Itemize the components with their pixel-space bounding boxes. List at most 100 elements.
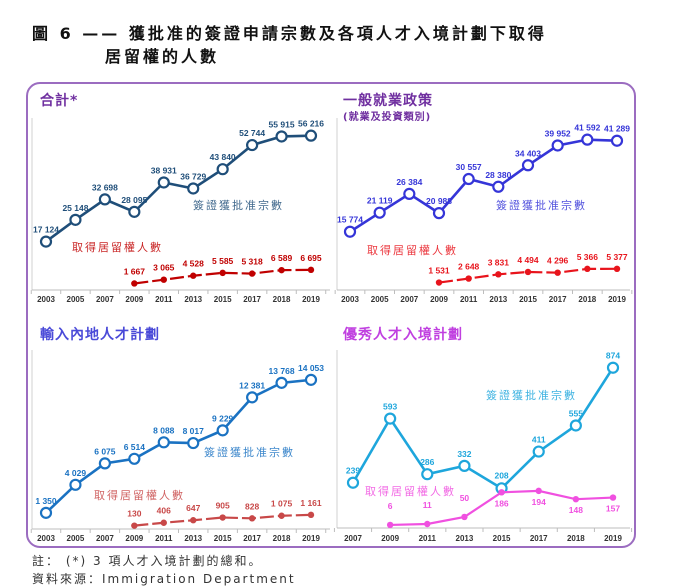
series-label-residency: 取得居留權人數 xyxy=(365,485,456,498)
data-label: 2 648 xyxy=(458,262,480,272)
data-point-residency xyxy=(386,521,394,529)
x-tick-label: 2017 xyxy=(549,295,567,304)
figure-title: 圖 6 —— 獲批准的簽證申請宗數及各項人才入境計劃下取得 居留權的人數 xyxy=(32,22,547,68)
data-point-approved xyxy=(606,361,620,374)
x-tick-label: 2005 xyxy=(371,295,389,304)
x-tick-label: 2009 xyxy=(125,295,143,304)
data-label: 13 768 xyxy=(269,366,295,376)
data-point-approved xyxy=(187,436,200,450)
data-label: 41 592 xyxy=(574,123,600,133)
data-label: 38 931 xyxy=(151,165,177,175)
data-point-residency xyxy=(190,517,197,524)
data-point-residency xyxy=(613,265,621,273)
data-label: 6 589 xyxy=(271,253,293,263)
data-point-approved xyxy=(403,187,416,200)
data-label: 148 xyxy=(569,505,583,515)
data-label: 8 088 xyxy=(153,425,175,435)
data-point-residency xyxy=(524,268,532,276)
data-label: 30 557 xyxy=(456,162,482,172)
data-label: 186 xyxy=(494,498,508,508)
data-label: 5 318 xyxy=(241,257,263,267)
data-point-residency xyxy=(131,522,138,529)
x-tick-label: 2019 xyxy=(604,534,622,543)
data-label: 39 952 xyxy=(545,128,571,138)
data-point-residency xyxy=(219,514,226,521)
data-point-approved xyxy=(458,459,471,472)
x-tick-label: 2015 xyxy=(519,295,537,304)
x-tick-label: 2011 xyxy=(155,295,173,304)
data-point-approved xyxy=(569,419,582,432)
x-tick-label: 2018 xyxy=(578,295,596,304)
series-line-0 xyxy=(45,134,312,243)
data-point-approved xyxy=(216,424,229,437)
x-tick-label: 2018 xyxy=(273,295,291,304)
data-label: 12 381 xyxy=(239,380,265,390)
data-point-residency xyxy=(160,276,167,283)
data-point-approved xyxy=(532,445,545,458)
data-point-approved xyxy=(343,225,357,238)
data-point-approved xyxy=(432,207,446,220)
series-label-approved: 簽證獲批准宗數 xyxy=(496,198,587,212)
data-point-approved xyxy=(551,139,564,152)
data-label: 21 119 xyxy=(367,196,393,206)
data-label: 1 350 xyxy=(35,496,57,506)
data-point-approved xyxy=(69,478,82,491)
x-tick-label: 2013 xyxy=(184,534,202,543)
x-tick-label: 2007 xyxy=(96,295,114,304)
x-tick-label: 2018 xyxy=(567,534,585,543)
x-tick-label: 2019 xyxy=(302,534,320,543)
data-point-approved xyxy=(39,235,53,248)
source-text: 資料來源：Immigration Department xyxy=(32,572,296,586)
data-label: 26 384 xyxy=(396,177,422,187)
data-label: 1 531 xyxy=(428,266,450,276)
data-point-approved xyxy=(98,193,111,206)
panel-title-general-employment: 一般就業政策 xyxy=(343,93,433,109)
data-label: 11 xyxy=(423,500,432,510)
series-label-approved: 簽證獲批准宗數 xyxy=(204,445,295,459)
data-label: 6 514 xyxy=(124,442,146,452)
chart-panel-3: 2007 2009 2011 2013 2015 2017 2018 2019 239 593 28… xyxy=(333,350,633,543)
data-point-approved xyxy=(462,172,475,186)
x-tick-label: 2011 xyxy=(460,295,478,304)
panel-title-total: 合計* xyxy=(40,93,79,109)
charts-frame xyxy=(26,82,636,548)
figure-title-line2: 居留權的人數 xyxy=(105,47,220,66)
data-label: 4 296 xyxy=(547,256,569,266)
data-point-approved xyxy=(216,163,229,176)
footnote: 註： (*) 3 項人才入境計劃的總和。 資料來源：Immigration De… xyxy=(32,552,296,588)
data-label: 593 xyxy=(383,402,397,412)
data-label: 55 915 xyxy=(269,119,295,129)
data-label: 9 229 xyxy=(212,413,234,423)
data-label: 43 840 xyxy=(210,152,236,162)
data-point-residency xyxy=(190,272,197,279)
data-label: 647 xyxy=(186,503,200,513)
data-point-residency xyxy=(248,270,256,277)
data-label: 14 053 xyxy=(298,363,324,373)
data-point-approved xyxy=(69,213,82,226)
data-label: 1 075 xyxy=(271,499,293,509)
data-point-residency xyxy=(278,266,285,274)
data-point-approved xyxy=(275,130,288,143)
series-line-0 xyxy=(351,367,615,490)
data-point-residency xyxy=(461,513,468,521)
data-label: 286 xyxy=(420,457,434,467)
data-label: 28 095 xyxy=(121,195,147,205)
data-point-approved xyxy=(246,391,259,404)
data-label: 194 xyxy=(532,497,546,507)
data-label: 6 695 xyxy=(300,253,322,263)
series-label-residency: 取得居留權人數 xyxy=(94,489,185,502)
x-tick-label: 2019 xyxy=(302,295,320,304)
data-point-residency xyxy=(219,269,226,277)
series-label-residency: 取得居留權人數 xyxy=(72,241,163,254)
x-tick-label: 2007 xyxy=(96,534,114,543)
data-label: 3 065 xyxy=(153,263,175,273)
data-label: 20 988 xyxy=(426,196,452,206)
data-label: 828 xyxy=(245,501,259,511)
data-label: 208 xyxy=(494,470,508,480)
series-line-0 xyxy=(349,138,618,233)
data-label: 4 528 xyxy=(183,259,205,269)
data-label: 4 494 xyxy=(517,255,539,265)
data-point-residency xyxy=(584,265,591,273)
x-tick-label: 2003 xyxy=(341,295,359,304)
